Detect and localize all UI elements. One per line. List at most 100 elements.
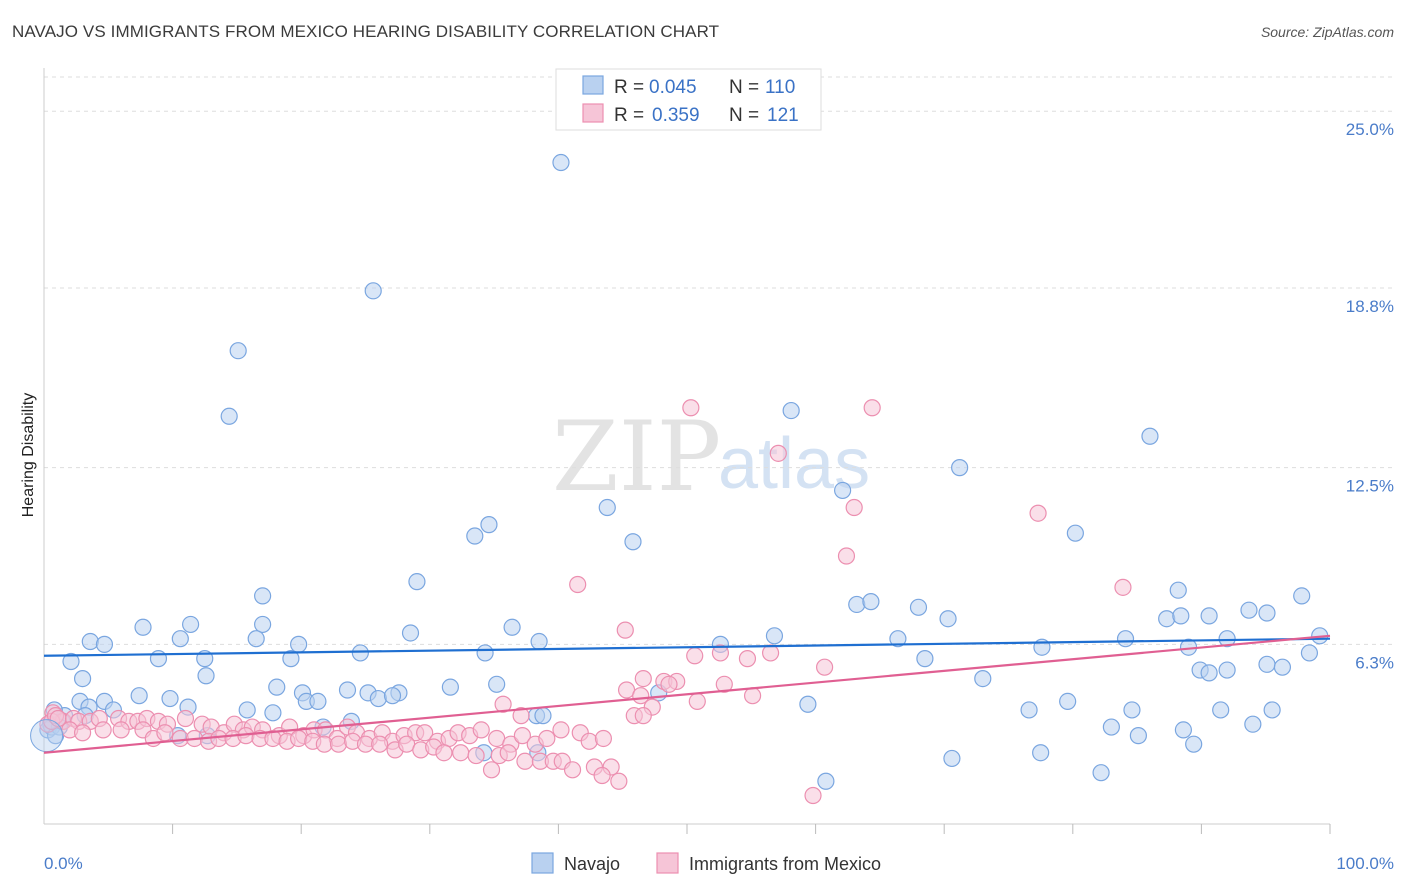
trend-line-mexico (43, 634, 1331, 754)
point-mexico (616, 621, 634, 639)
point-mexico (513, 727, 531, 745)
point-navajo (765, 627, 784, 645)
bottom-legend: Navajo Immigrants from Mexico (531, 852, 881, 874)
point-navajo (1020, 701, 1038, 719)
data-points (30, 153, 1329, 805)
point-mexico (563, 761, 582, 779)
point-navajo (1102, 718, 1120, 736)
point-mexico (467, 746, 485, 765)
point-navajo (182, 615, 200, 634)
point-navajo (1129, 727, 1147, 745)
point-navajo (282, 650, 300, 668)
legend-n-label-mexico: N = (729, 105, 759, 126)
point-mexico (416, 724, 434, 742)
trend-lines (43, 634, 1331, 754)
point-navajo (799, 695, 817, 713)
point-mexico (516, 752, 534, 770)
y-tick-label: 25.0% (1346, 120, 1394, 139)
point-mexico (176, 709, 195, 728)
point-mexico (845, 498, 863, 517)
watermark-zip: ZIP (552, 401, 721, 513)
point-navajo (254, 615, 272, 634)
point-navajo (1200, 607, 1218, 625)
point-navajo (238, 701, 256, 719)
x-tick-label-max: 100.0% (1336, 854, 1394, 873)
point-mexico (371, 735, 389, 753)
point-navajo (364, 282, 382, 300)
point-mexico (499, 744, 517, 762)
chart-title: NAVAJO VS IMMIGRANTS FROM MEXICO HEARING… (12, 22, 720, 41)
point-navajo (1059, 692, 1077, 711)
legend-swatch-mexico (582, 103, 604, 123)
point-mexico (594, 729, 613, 748)
point-mexico (580, 732, 598, 750)
point-navajo (834, 481, 852, 500)
point-navajo (369, 689, 387, 708)
point-navajo (1123, 701, 1141, 719)
point-navajo (552, 153, 570, 172)
point-mexico (610, 772, 628, 790)
y-axis-title: Hearing Disability (20, 393, 37, 518)
point-navajo (383, 687, 402, 705)
y-axis-tick-labels: 6.3% 12.5% 18.8% 25.0% (1346, 120, 1394, 672)
point-mexico (761, 644, 780, 662)
point-navajo (598, 498, 616, 517)
point-mexico (593, 766, 611, 785)
point-mexico (863, 399, 881, 417)
point-navajo (254, 587, 272, 605)
point-navajo (1174, 721, 1192, 739)
point-navajo (476, 644, 494, 662)
point-navajo (229, 342, 247, 360)
point-mexico (552, 721, 570, 739)
point-navajo (1240, 601, 1258, 619)
y-tick-label: 6.3% (1355, 653, 1394, 672)
point-navajo (1185, 735, 1203, 753)
point-navajo (441, 678, 459, 696)
y-tick-label: 18.8% (1346, 297, 1394, 316)
point-navajo (268, 678, 286, 696)
point-mexico (512, 707, 530, 725)
point-navajo (1258, 655, 1276, 673)
point-navajo (161, 689, 179, 708)
point-navajo (624, 533, 642, 551)
point-navajo-cluster (30, 719, 64, 753)
point-navajo (1258, 604, 1276, 622)
point-navajo (951, 459, 969, 477)
point-mexico (634, 669, 652, 688)
point-navajo (81, 632, 99, 651)
chart-source: Source: ZipAtlas.com (1260, 24, 1394, 40)
point-navajo (1263, 701, 1281, 719)
point-navajo (247, 630, 265, 648)
point-navajo (782, 401, 800, 420)
point-mexico (156, 724, 174, 742)
point-navajo (480, 516, 498, 534)
legend-n-value-mexico: 121 (767, 105, 799, 126)
gridlines (44, 76, 1394, 645)
point-mexico (329, 735, 348, 753)
legend-r-value-navajo: 0.045 (649, 77, 697, 98)
point-mexico (482, 761, 501, 779)
point-navajo (530, 632, 548, 651)
bottom-legend-label-navajo: Navajo (564, 854, 620, 874)
point-navajo (1116, 630, 1135, 648)
point-navajo (1141, 427, 1159, 445)
point-mexico (73, 724, 92, 742)
point-navajo (1218, 661, 1236, 679)
point-navajo (939, 610, 957, 628)
legend-n-label-navajo: N = (729, 77, 759, 98)
point-navajo (488, 675, 506, 693)
point-navajo (1092, 764, 1110, 782)
point-navajo (1244, 715, 1262, 733)
x-tick-label-min: 0.0% (44, 854, 83, 873)
point-mexico (715, 675, 733, 693)
point-navajo (62, 652, 80, 671)
point-navajo (534, 707, 552, 725)
bottom-legend-swatch-navajo (531, 852, 554, 874)
point-mexico (452, 744, 470, 762)
point-navajo (1200, 664, 1218, 682)
point-navajo (408, 573, 426, 591)
point-navajo (351, 644, 369, 662)
point-mexico (94, 721, 112, 739)
point-navajo (1273, 658, 1292, 676)
